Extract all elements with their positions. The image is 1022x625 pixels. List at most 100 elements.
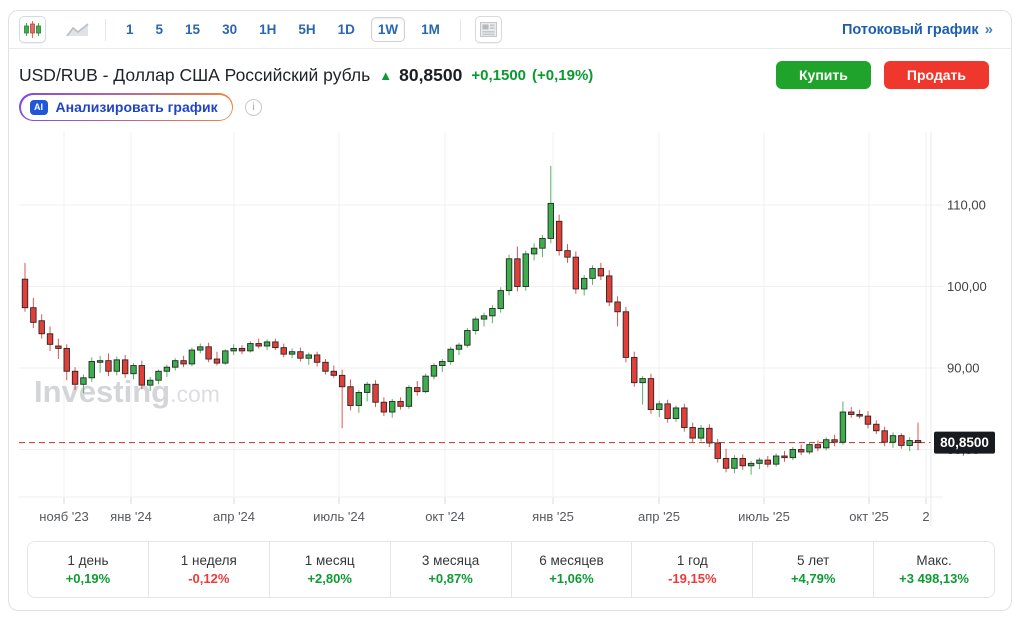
candlestick-icon <box>24 21 41 38</box>
candle-body <box>355 392 363 406</box>
candle-body <box>555 220 563 252</box>
timeframe-5h-button[interactable]: 5H <box>292 18 321 41</box>
performance-period-label: 1 день <box>67 553 109 568</box>
instrument-title: USD/RUB - Доллар США Российский рубль <box>19 64 371 85</box>
x-axis-label: июль '25 <box>738 509 790 524</box>
candle-body <box>714 442 721 459</box>
candle-body <box>772 455 780 465</box>
investing-watermark: Investing.com <box>34 374 220 409</box>
current-price-badge <box>934 431 995 454</box>
candle-body <box>222 350 229 364</box>
timeframe-1-button[interactable]: 1 <box>120 18 140 41</box>
candle-body <box>455 344 463 350</box>
candle-body <box>914 440 922 444</box>
candle-body <box>230 347 237 352</box>
candle-body <box>831 439 838 443</box>
info-icon[interactable]: i <box>245 98 263 116</box>
candle-body <box>338 374 346 388</box>
candle-body <box>430 365 438 377</box>
performance-period-label: 3 месяца <box>421 553 480 568</box>
candle-body <box>80 377 87 385</box>
candle-body <box>814 444 822 449</box>
performance-period-label: 6 месяцев <box>539 553 604 568</box>
candle-body <box>497 290 504 309</box>
candle-body <box>580 277 588 290</box>
candle-body <box>764 459 771 465</box>
candle-body <box>906 440 913 446</box>
trade-buttons: Купить Продать <box>776 61 1003 89</box>
candle-body <box>238 347 246 352</box>
performance-cell: 1 год -19,15% <box>632 542 754 597</box>
ai-analyze-button[interactable]: AI Анализировать график <box>19 93 234 121</box>
candle-body <box>414 387 421 393</box>
candle-body <box>38 320 45 335</box>
buy-button[interactable]: Купить <box>776 61 871 89</box>
candle-body <box>747 462 755 467</box>
price-chart-canvas[interactable]: Investing.com110,00100,0090,0080,00нояб … <box>9 126 1011 531</box>
candle-body <box>697 427 705 439</box>
candle-body <box>188 349 196 365</box>
candle-body <box>898 435 905 446</box>
candle-body <box>330 370 338 376</box>
candle-body <box>547 202 554 239</box>
candle-body <box>96 360 104 363</box>
candle-body <box>706 427 713 444</box>
performance-bar: 1 день +0,19% 1 неделя -0,12% 1 месяц +2,80% 3… <box>27 541 995 598</box>
performance-cell: 1 день +0,19% <box>28 542 149 597</box>
candle-body <box>639 378 646 384</box>
x-axis-label: июль '24 <box>313 509 365 524</box>
performance-period-label: Макс. <box>916 553 952 568</box>
candle-body <box>397 400 404 407</box>
candle-body <box>606 275 613 303</box>
candle-body <box>288 351 296 355</box>
candle-body <box>372 383 379 403</box>
candle-body <box>380 401 388 413</box>
performance-period-label: 1 месяц <box>304 553 355 568</box>
candle-body <box>389 400 396 413</box>
candle-body <box>163 366 171 372</box>
sell-button[interactable]: Продать <box>883 61 989 89</box>
candle-body <box>889 435 897 443</box>
candlestick-chart-type-button[interactable] <box>19 16 46 43</box>
timeframe-15-button[interactable]: 15 <box>179 18 206 41</box>
candle-body <box>113 359 121 372</box>
timeframe-1m-button[interactable]: 1M <box>415 18 446 41</box>
timeframe-30-button[interactable]: 30 <box>216 18 243 41</box>
streaming-chart-link[interactable]: Потоковый график » <box>842 21 1001 38</box>
candle-body <box>71 370 79 385</box>
x-axis-label: окт '24 <box>425 509 465 524</box>
candle-body <box>505 258 513 292</box>
candle-body <box>572 256 580 290</box>
candle-body <box>789 449 797 459</box>
performance-period-label: 1 год <box>676 553 708 568</box>
streaming-chart-label: Потоковый график <box>841 21 979 38</box>
ai-analyze-row: AI Анализировать график i <box>19 93 263 121</box>
performance-cell: Макс. +3 498,13% <box>874 542 994 597</box>
x-axis-label: окт '25 <box>849 509 889 524</box>
candle-body <box>622 311 630 358</box>
candle-body <box>881 430 888 443</box>
timeframe-1w-button[interactable]: 1W <box>370 17 406 42</box>
candle-body <box>631 356 638 384</box>
candle-body <box>823 439 830 449</box>
y-axis-label: 110,00 <box>947 198 986 213</box>
news-panel-button[interactable] <box>474 16 502 43</box>
candle-body <box>439 361 446 367</box>
y-axis-label: 90,00 <box>947 361 980 376</box>
performance-cell: 1 неделя -0,12% <box>149 542 270 597</box>
timeframe-1h-button[interactable]: 1H <box>253 18 282 41</box>
performance-cell: 6 месяцев +1,06% <box>512 542 633 597</box>
candle-body <box>472 318 479 331</box>
candle-body <box>522 253 529 287</box>
candle-body <box>647 378 655 411</box>
candle-body <box>597 268 605 277</box>
line-chart-type-button[interactable] <box>64 16 91 43</box>
timeframe-1d-button[interactable]: 1D <box>332 18 361 41</box>
candle-body <box>514 258 521 287</box>
candle-body <box>172 360 179 368</box>
last-price: 80,8500 <box>399 64 463 85</box>
news-icon <box>479 22 497 37</box>
performance-cell: 1 месяц +2,80% <box>270 542 391 597</box>
timeframe-5-button[interactable]: 5 <box>150 18 170 41</box>
candle-body <box>88 361 95 379</box>
